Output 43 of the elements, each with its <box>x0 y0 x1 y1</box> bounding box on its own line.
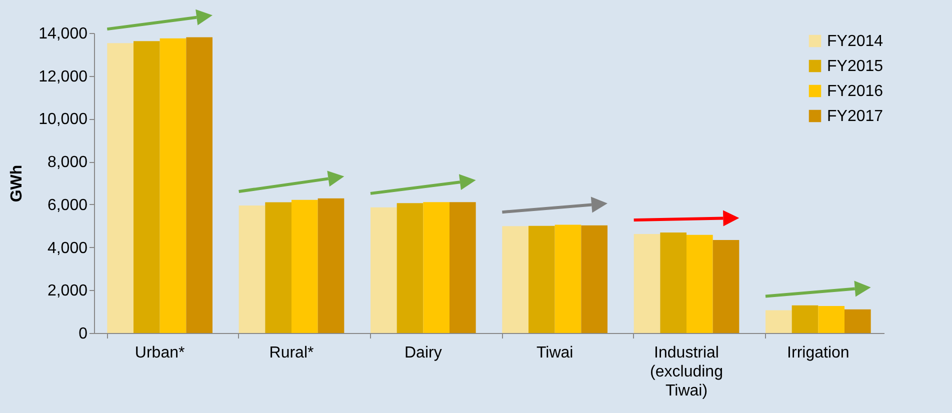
bar <box>186 37 212 333</box>
legend-label: FY2015 <box>827 58 884 75</box>
y-tick-label: 14,000 <box>38 26 88 42</box>
bar <box>766 310 792 333</box>
bar <box>528 226 555 333</box>
y-tick-label: 8,000 <box>47 154 88 172</box>
bar <box>581 225 608 333</box>
x-tick-label: Tiwai <box>536 344 574 362</box>
bar <box>134 41 160 333</box>
bar <box>844 309 871 333</box>
bar <box>396 203 424 333</box>
bar <box>265 202 292 333</box>
bar <box>107 43 134 333</box>
bar <box>502 226 528 333</box>
bar <box>450 202 476 333</box>
x-tick-label: Irrigation <box>787 344 850 362</box>
legend-label: FY2017 <box>827 108 884 125</box>
bar <box>818 306 844 333</box>
bar <box>554 224 582 333</box>
bar <box>318 198 344 333</box>
bar <box>238 206 266 333</box>
bar <box>660 232 686 333</box>
legend-label: FY2016 <box>827 83 884 100</box>
y-tick-label: 4,000 <box>47 240 88 257</box>
x-tick-label: Dairy <box>404 344 442 362</box>
y-tick-label: 2,000 <box>47 282 88 300</box>
bar <box>292 200 318 333</box>
y-tick-label: 12,000 <box>38 68 88 86</box>
bar <box>160 38 186 333</box>
bar <box>370 207 397 333</box>
bar <box>792 305 818 333</box>
x-tick-label: Industrial (excluding Tiwai) <box>650 344 723 400</box>
bar <box>686 234 713 333</box>
x-tick-label: Urban* <box>134 344 185 362</box>
y-tick-label: 6,000 <box>47 196 88 214</box>
y-axis-title: GWh <box>8 164 26 202</box>
y-tick-label: 0 <box>78 326 88 342</box>
legend-label: FY2014 <box>827 33 884 50</box>
y-tick-label: 10,000 <box>38 111 88 128</box>
bar <box>712 240 740 333</box>
x-tick-label: Rural* <box>269 344 314 362</box>
bar <box>634 234 660 333</box>
bar <box>423 202 450 333</box>
